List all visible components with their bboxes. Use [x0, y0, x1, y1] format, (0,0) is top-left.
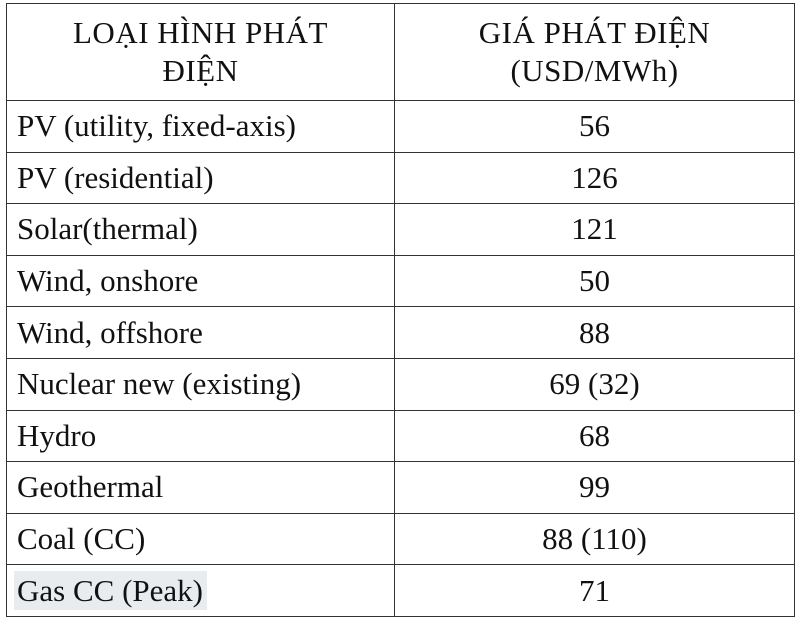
cell-price: 99 — [394, 461, 795, 514]
cell-price: 88 (110) — [394, 512, 795, 566]
table-row: Hydro 68 — [6, 409, 795, 463]
cell-generation-type: Wind, onshore — [6, 254, 395, 308]
cost-table-container: LOẠI HÌNH PHÁT ĐIỆN GIÁ PHÁT ĐIỆN (USD/M… — [6, 3, 795, 617]
electricity-cost-table: LOẠI HÌNH PHÁT ĐIỆN GIÁ PHÁT ĐIỆN (USD/M… — [6, 3, 795, 617]
cell-generation-type: Wind, offshore — [6, 306, 395, 359]
table-row: Nuclear new (existing) 69 (32) — [6, 357, 795, 411]
cell-generation-type: Hydro — [6, 409, 395, 463]
table-row: Gas CC (Peak) 71 — [6, 564, 795, 617]
table-row: Wind, offshore 88 — [6, 306, 795, 359]
cell-generation-type: PV (utility, fixed-axis) — [6, 100, 395, 153]
cell-generation-type: Nuclear new (existing) — [6, 357, 395, 411]
cell-price: 88 — [394, 306, 795, 359]
cell-price: 126 — [394, 151, 795, 205]
cell-price: 71 — [394, 564, 795, 617]
table-row: Geothermal 99 — [6, 461, 795, 514]
header-generation-price-line2: (USD/MWh) — [510, 53, 679, 88]
header-generation-price: GIÁ PHÁT ĐIỆN (USD/MWh) — [394, 3, 795, 101]
header-row: LOẠI HÌNH PHÁT ĐIỆN GIÁ PHÁT ĐIỆN (USD/M… — [6, 3, 795, 101]
cell-generation-type: Coal (CC) — [6, 512, 395, 566]
cell-generation-type: Solar(thermal) — [6, 203, 395, 256]
cell-price: 69 (32) — [394, 357, 795, 411]
table-row: Wind, onshore 50 — [6, 254, 795, 308]
cell-price: 56 — [394, 100, 795, 153]
table-row: Coal (CC) 88 (110) — [6, 512, 795, 566]
cell-price: 68 — [394, 409, 795, 463]
header-generation-type-line2: ĐIỆN — [162, 53, 239, 88]
header-generation-type-line1: LOẠI HÌNH PHÁT — [73, 15, 328, 50]
header-generation-type: LOẠI HÌNH PHÁT ĐIỆN — [6, 3, 395, 101]
table-row: Solar(thermal) 121 — [6, 203, 795, 256]
cell-price: 50 — [394, 254, 795, 308]
cell-generation-type: Geothermal — [6, 461, 395, 514]
cell-generation-type-highlighted: Gas CC (Peak) — [14, 570, 207, 610]
table-row: PV (residential) 126 — [6, 151, 795, 205]
cell-price: 121 — [394, 203, 795, 256]
cell-generation-type: Gas CC (Peak) — [6, 564, 395, 617]
table-row: PV (utility, fixed-axis) 56 — [6, 100, 795, 153]
header-generation-price-line1: GIÁ PHÁT ĐIỆN — [478, 15, 711, 50]
cell-generation-type: PV (residential) — [6, 151, 395, 205]
